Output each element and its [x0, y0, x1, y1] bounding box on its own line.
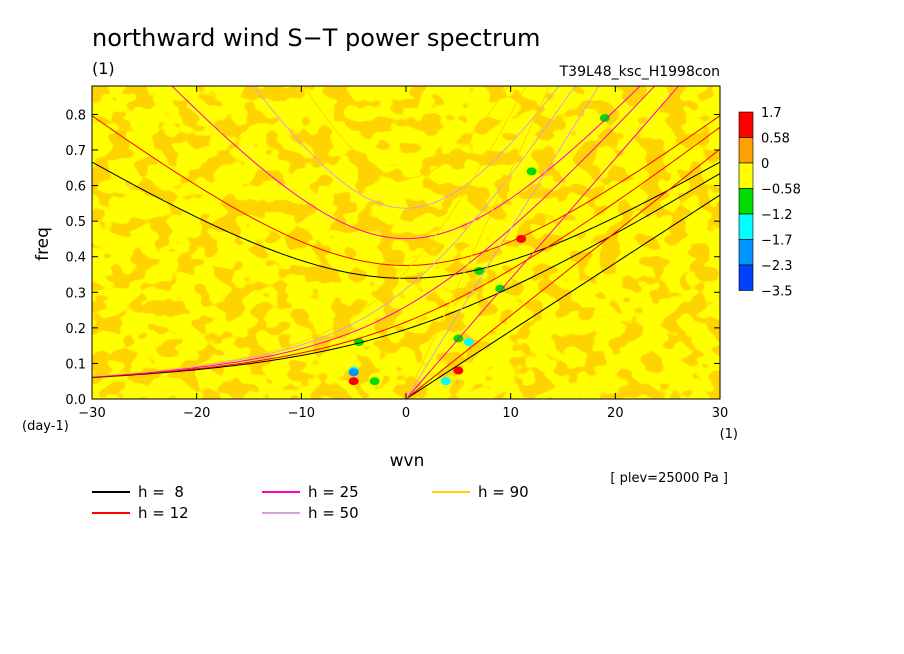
kelvin-curve: [405, 86, 551, 399]
plot-area: [92, 86, 720, 399]
x-tick-label: 20: [607, 406, 624, 421]
gravity-wave-curve: [171, 86, 641, 240]
colorbar: 1.7 0.58 0 −0.58 −1.2 −1.7 −2.3 −3.5: [738, 106, 801, 300]
field-patch: [463, 338, 474, 347]
kelvin-curve: [405, 86, 680, 399]
x-axis-label: wvn: [390, 451, 425, 471]
y-tick-label: 0.8: [65, 108, 86, 123]
kelvin-curve: [405, 148, 720, 399]
gravity-wave-curve: [303, 86, 509, 179]
level-note: [ plev=25000 Pa ]: [610, 471, 728, 486]
y-tick-label: 0.6: [65, 180, 86, 195]
x-tick-label: 0: [402, 406, 410, 421]
colorbar-label: −3.5: [761, 285, 793, 300]
field-patch: [516, 234, 527, 243]
mrg-wave-curve: [92, 86, 527, 377]
y-tick-label: 0.7: [65, 144, 86, 159]
mrg-wave-curve: [92, 126, 720, 378]
colorbar-swatch: [738, 111, 754, 138]
field-patch: [599, 114, 610, 123]
x-tick-label: 10: [502, 406, 519, 421]
colorbar-swatch: [738, 264, 754, 291]
colorbar-swatch: [738, 213, 754, 240]
mrg-wave-curve: [92, 173, 720, 378]
gravity-wave-curve: [92, 161, 720, 279]
colorbar-label: −1.2: [761, 208, 793, 223]
field-patch: [369, 377, 380, 386]
gravity-wave-curve: [92, 115, 720, 267]
colorbar-label: −2.3: [761, 259, 793, 274]
field-patch: [453, 366, 464, 375]
legend-label: h = 25: [308, 483, 359, 501]
y-tick-label: 0.5: [65, 215, 86, 230]
x-tick-label: −20: [183, 406, 210, 421]
y-tick-label: 0.2: [65, 322, 86, 337]
field-patch: [348, 368, 359, 377]
x-axis-units: (1): [720, 427, 738, 442]
y-axis-units: (day-1): [22, 419, 69, 434]
title-units: (1): [92, 59, 115, 78]
colorbar-label: 1.7: [761, 106, 782, 121]
mrg-wave-curve: [92, 86, 576, 377]
colorbar-swatch: [738, 137, 754, 164]
legend-label: h = 90: [478, 483, 529, 501]
y-axis-label: freq: [33, 227, 53, 261]
field-patch: [526, 167, 537, 176]
field-blobs: [92, 86, 720, 399]
gravity-wave-curve: [252, 86, 560, 209]
mrg-wave-curve: [92, 86, 656, 378]
y-tick-label: 0.3: [65, 286, 86, 301]
run-label: T39L48_ksc_H1998con: [559, 64, 720, 80]
x-tick-label: −30: [78, 406, 105, 421]
colorbar-swatch: [738, 162, 754, 189]
y-tick-label: 0.0: [65, 393, 86, 408]
colorbar-label: −1.7: [761, 234, 793, 249]
colorbar-swatch: [738, 188, 754, 215]
legend-label: h = 12: [138, 504, 189, 522]
colorbar-label: 0: [761, 157, 769, 172]
y-tick-label: 0.1: [65, 357, 86, 372]
colorbar-label: 0.58: [761, 132, 790, 147]
legend-label: h = 50: [308, 504, 359, 522]
x-tick-label: −10: [288, 406, 315, 421]
field-patch: [440, 377, 451, 386]
legend-label: h = 8: [138, 483, 184, 501]
kelvin-curve: [405, 86, 600, 399]
colorbar-label: −0.58: [761, 183, 801, 198]
colorbar-swatch: [738, 239, 754, 266]
y-tick-label: 0.4: [65, 251, 86, 266]
kelvin-curve: [405, 194, 720, 399]
chart-title: northward wind S−T power spectrum: [92, 24, 540, 52]
legend: h = 8 h = 12 h = 25 h = 50 h = 90: [92, 483, 529, 522]
field-patch: [348, 377, 359, 386]
x-tick-label: 30: [712, 406, 729, 421]
